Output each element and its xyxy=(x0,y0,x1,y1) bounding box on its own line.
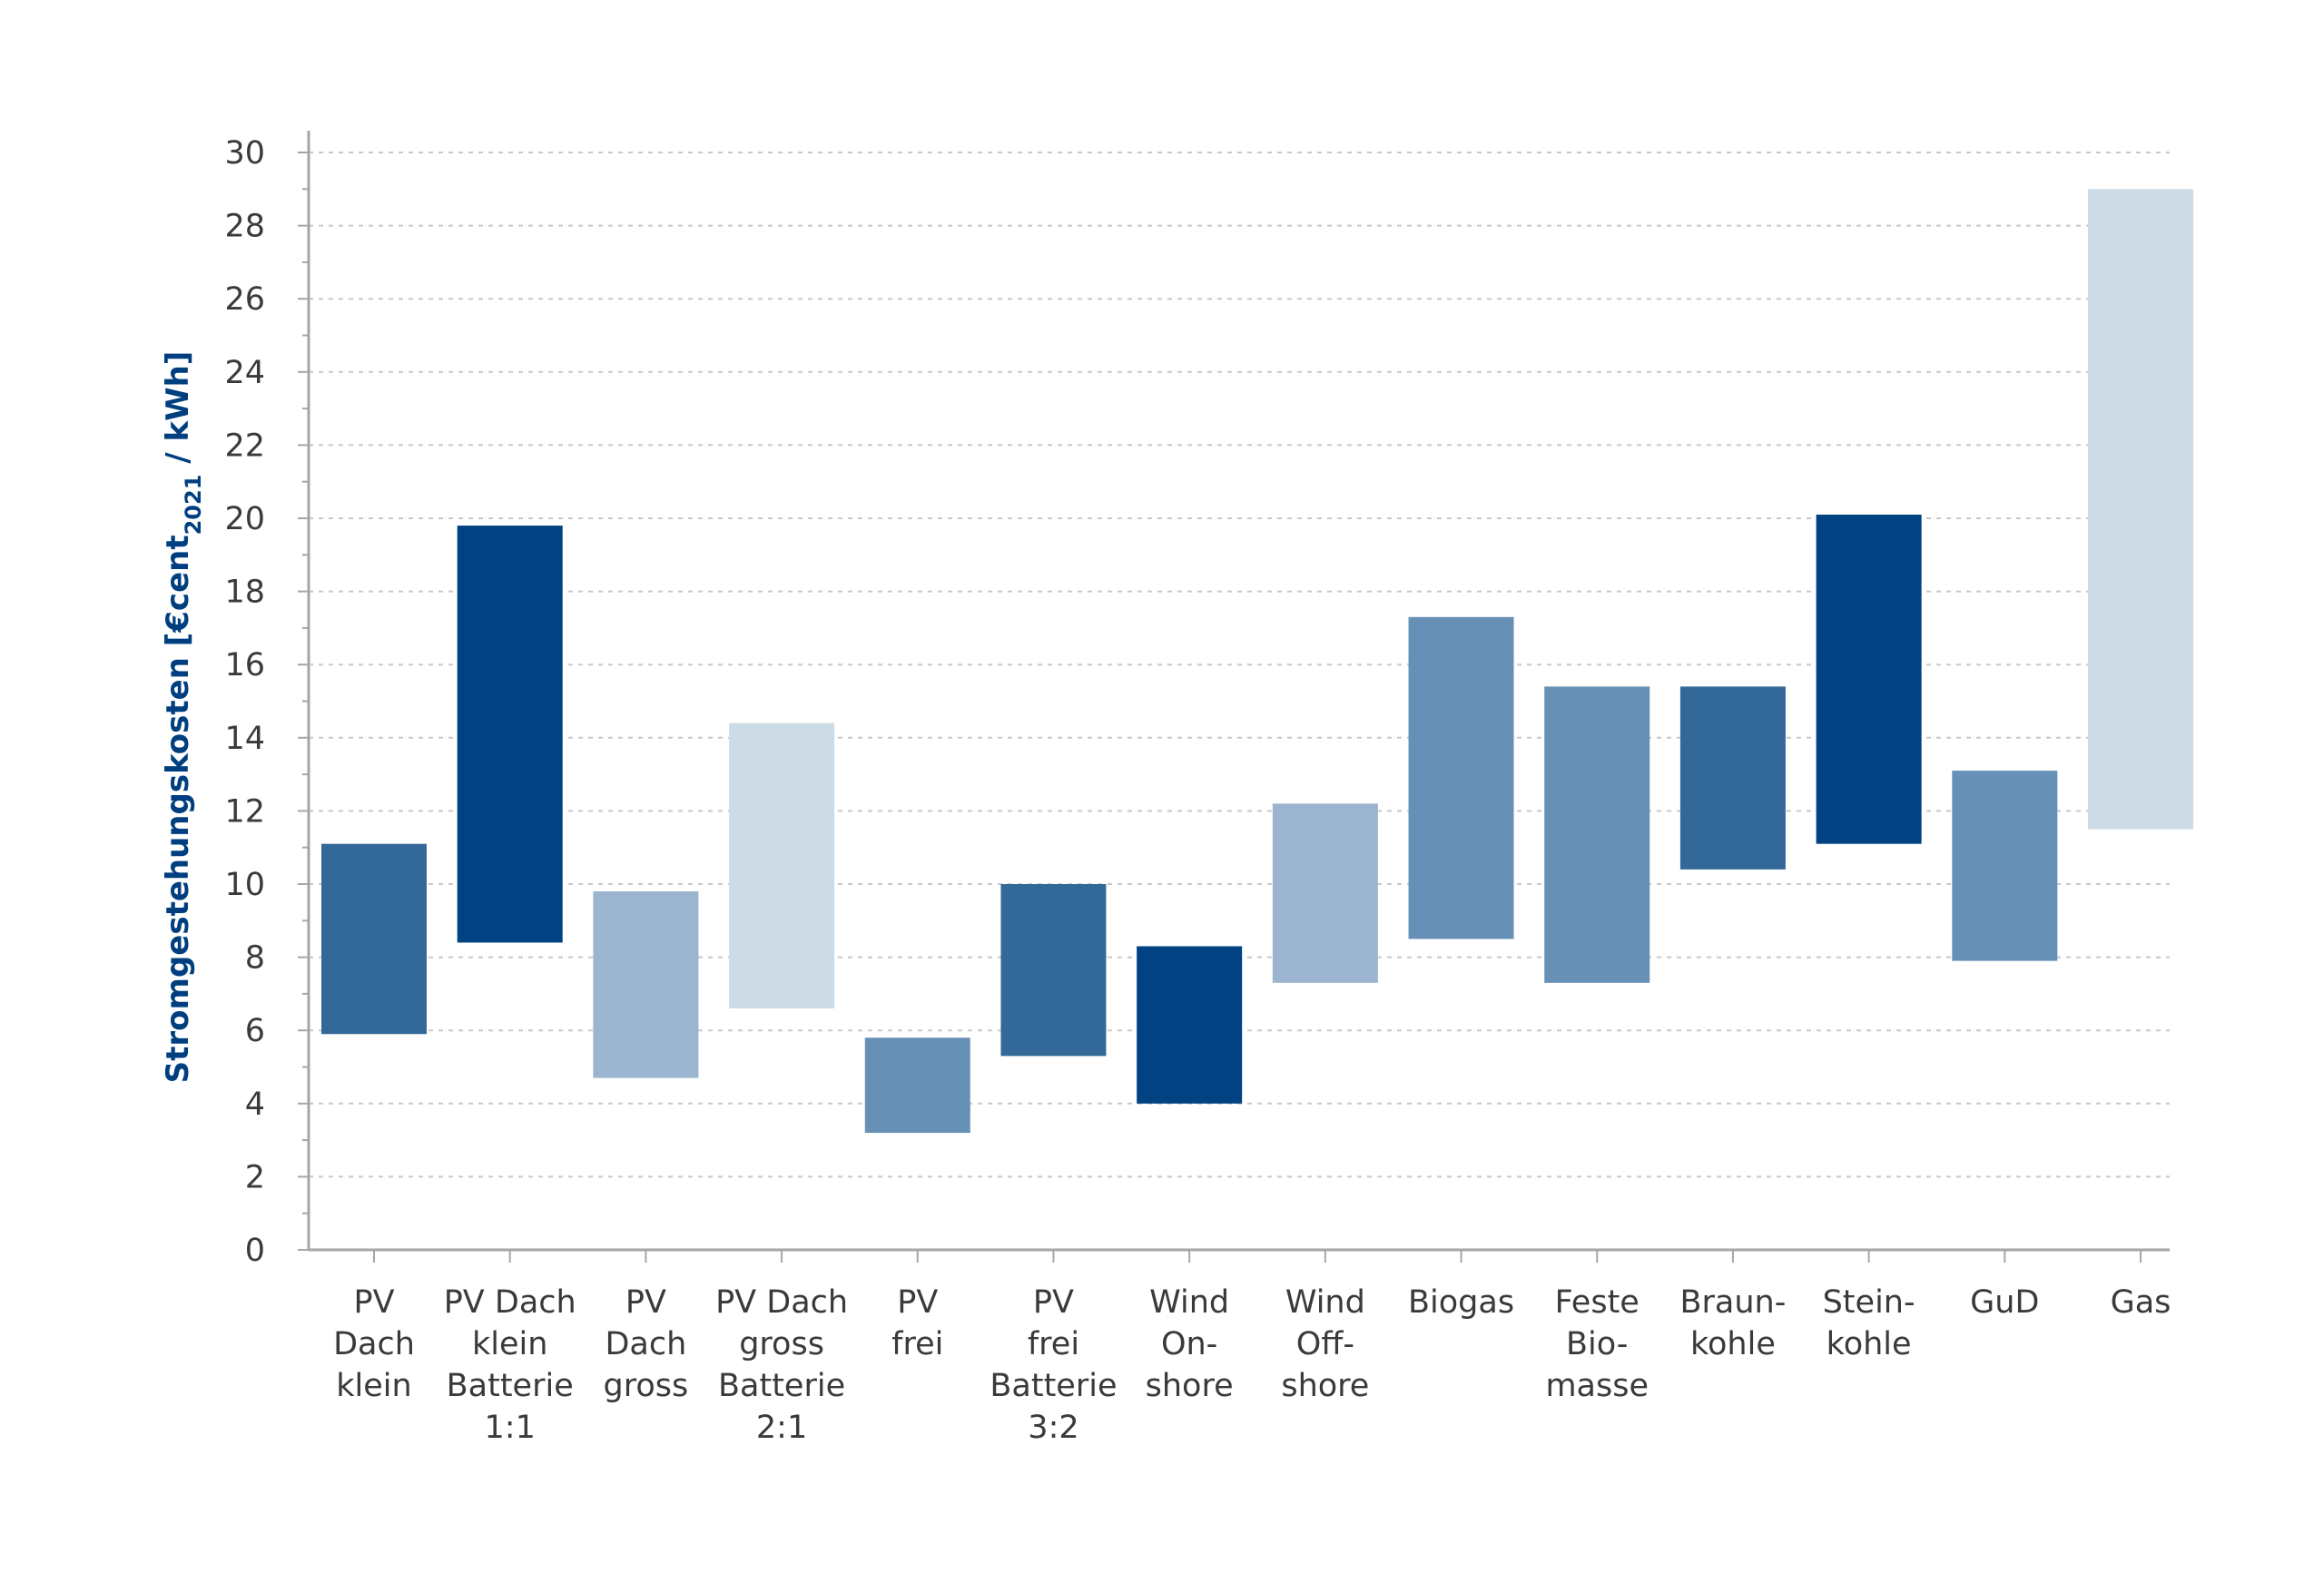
x-category-label-line: masse xyxy=(1545,1368,1649,1404)
x-category-label-line: 3:2 xyxy=(1028,1410,1078,1446)
y-tick-label: 10 xyxy=(224,867,265,903)
x-category-label-line: Braun- xyxy=(1680,1284,1787,1321)
x-category-label: PV Dach klein Batterie 1:1 xyxy=(444,1284,576,1446)
y-tick-label: 2 xyxy=(245,1159,265,1195)
bars xyxy=(321,189,2193,1134)
x-category-label: PV Dach gross xyxy=(604,1284,689,1404)
x-category-label: PV Dach klein xyxy=(333,1284,415,1404)
x-category-label-line: Dach xyxy=(605,1326,686,1362)
x-category-label-line: PV Dach xyxy=(444,1284,576,1321)
y-tick-label: 26 xyxy=(224,281,265,318)
bar xyxy=(1544,686,1650,983)
y-tick-label: 28 xyxy=(224,209,265,245)
x-category-label-line: Off- xyxy=(1296,1326,1354,1362)
x-category-label-line: Gas xyxy=(2111,1284,2171,1321)
x-category-label-line: gross xyxy=(739,1326,824,1362)
y-tick-label: 22 xyxy=(224,428,265,464)
x-category-label-line: 2:1 xyxy=(756,1410,807,1446)
x-category-label-line: Dach xyxy=(333,1326,415,1362)
x-category-label: Feste Bio-masse xyxy=(1545,1284,1649,1404)
bar xyxy=(1137,946,1243,1104)
x-category-label-line: PV xyxy=(625,1284,666,1321)
x-category-label-line: Batterie xyxy=(990,1368,1117,1404)
x-category-label: PV Dach gross Batterie 2:1 xyxy=(715,1284,848,1446)
x-category-label: Wind Off-shore xyxy=(1281,1284,1369,1404)
x-category-label-line: klein xyxy=(472,1326,547,1362)
x-category-label-line: PV xyxy=(897,1284,938,1321)
x-category-label-line: GuD xyxy=(1970,1284,2039,1321)
bar xyxy=(1679,686,1786,870)
x-category-label-line: PV xyxy=(1033,1284,1074,1321)
y-tick-label: 4 xyxy=(245,1086,265,1123)
x-category-label: PV frei Batterie 3:2 xyxy=(990,1284,1117,1446)
x-category-label-line: PV xyxy=(353,1284,394,1321)
x-category-label-line: On- xyxy=(1161,1326,1217,1362)
x-category-label-line: kohle xyxy=(1690,1326,1776,1362)
x-category-label-line: Bio- xyxy=(1566,1326,1628,1362)
y-tick-label: 0 xyxy=(245,1233,265,1269)
x-category-label: Gas xyxy=(2111,1284,2171,1321)
x-category-label-line: Batterie xyxy=(718,1368,845,1404)
x-category-label-line: frei xyxy=(1028,1326,1079,1362)
bar xyxy=(457,526,563,943)
bar xyxy=(1816,514,1922,844)
x-category-label-line: Stein- xyxy=(1823,1284,1915,1321)
bar xyxy=(1000,884,1107,1057)
x-category-label-line: Wind xyxy=(1149,1284,1229,1321)
y-tick-label: 20 xyxy=(224,501,265,537)
x-category-label-line: shore xyxy=(1146,1368,1234,1404)
bar xyxy=(864,1037,970,1134)
bar xyxy=(2088,189,2193,830)
x-category-label: Biogas xyxy=(1408,1284,1514,1321)
y-tick-label: 14 xyxy=(224,721,265,757)
y-axis-title-main: Stromgestehungskosten [€cent xyxy=(160,535,196,1083)
x-category-label-line: Wind xyxy=(1285,1284,1365,1321)
y-tick-label: 30 xyxy=(224,135,265,172)
y-tick-label: 16 xyxy=(224,647,265,683)
y-axis-title-suffix: / kWh] xyxy=(160,351,196,475)
x-category-label-line: kohle xyxy=(1827,1326,1912,1362)
x-category-label-line: Batterie xyxy=(447,1368,574,1404)
x-category-label-line: shore xyxy=(1281,1368,1369,1404)
x-category-label: GuD xyxy=(1970,1284,2039,1321)
x-axis-ticks: PV Dach klein PV Dach klein Batterie 1:1 PV Dach… xyxy=(333,1250,2171,1446)
bar xyxy=(729,723,835,1009)
y-tick-label: 24 xyxy=(224,355,265,391)
x-category-label-line: PV Dach xyxy=(715,1284,848,1321)
x-category-label-line: 1:1 xyxy=(485,1410,536,1446)
gridlines xyxy=(309,152,2170,1178)
axes xyxy=(307,131,2170,1252)
bar xyxy=(1272,803,1378,983)
x-category-label-line: gross xyxy=(604,1368,689,1404)
bar xyxy=(593,891,699,1078)
y-axis-title-subscript: 2021 xyxy=(181,475,206,536)
y-tick-label: 8 xyxy=(245,940,265,977)
bar xyxy=(1952,771,2058,961)
x-category-label: Wind On-shore xyxy=(1146,1284,1234,1404)
x-category-label-line: klein xyxy=(336,1368,411,1404)
bar xyxy=(321,843,427,1035)
bar xyxy=(1408,616,1514,939)
y-axis-title: Stromgestehungskosten [€cent2021 / kWh] xyxy=(160,351,206,1084)
x-category-label-line: Feste xyxy=(1555,1284,1640,1321)
x-category-label-line: frei xyxy=(891,1326,943,1362)
x-category-label: Stein-kohle xyxy=(1823,1284,1915,1362)
y-tick-label: 18 xyxy=(224,575,265,611)
x-category-label: Braun-kohle xyxy=(1680,1284,1787,1362)
y-tick-label: 12 xyxy=(224,793,265,830)
y-tick-label: 6 xyxy=(245,1013,265,1049)
x-category-label: PV frei xyxy=(891,1284,943,1362)
x-category-label-line: Biogas xyxy=(1408,1284,1514,1321)
